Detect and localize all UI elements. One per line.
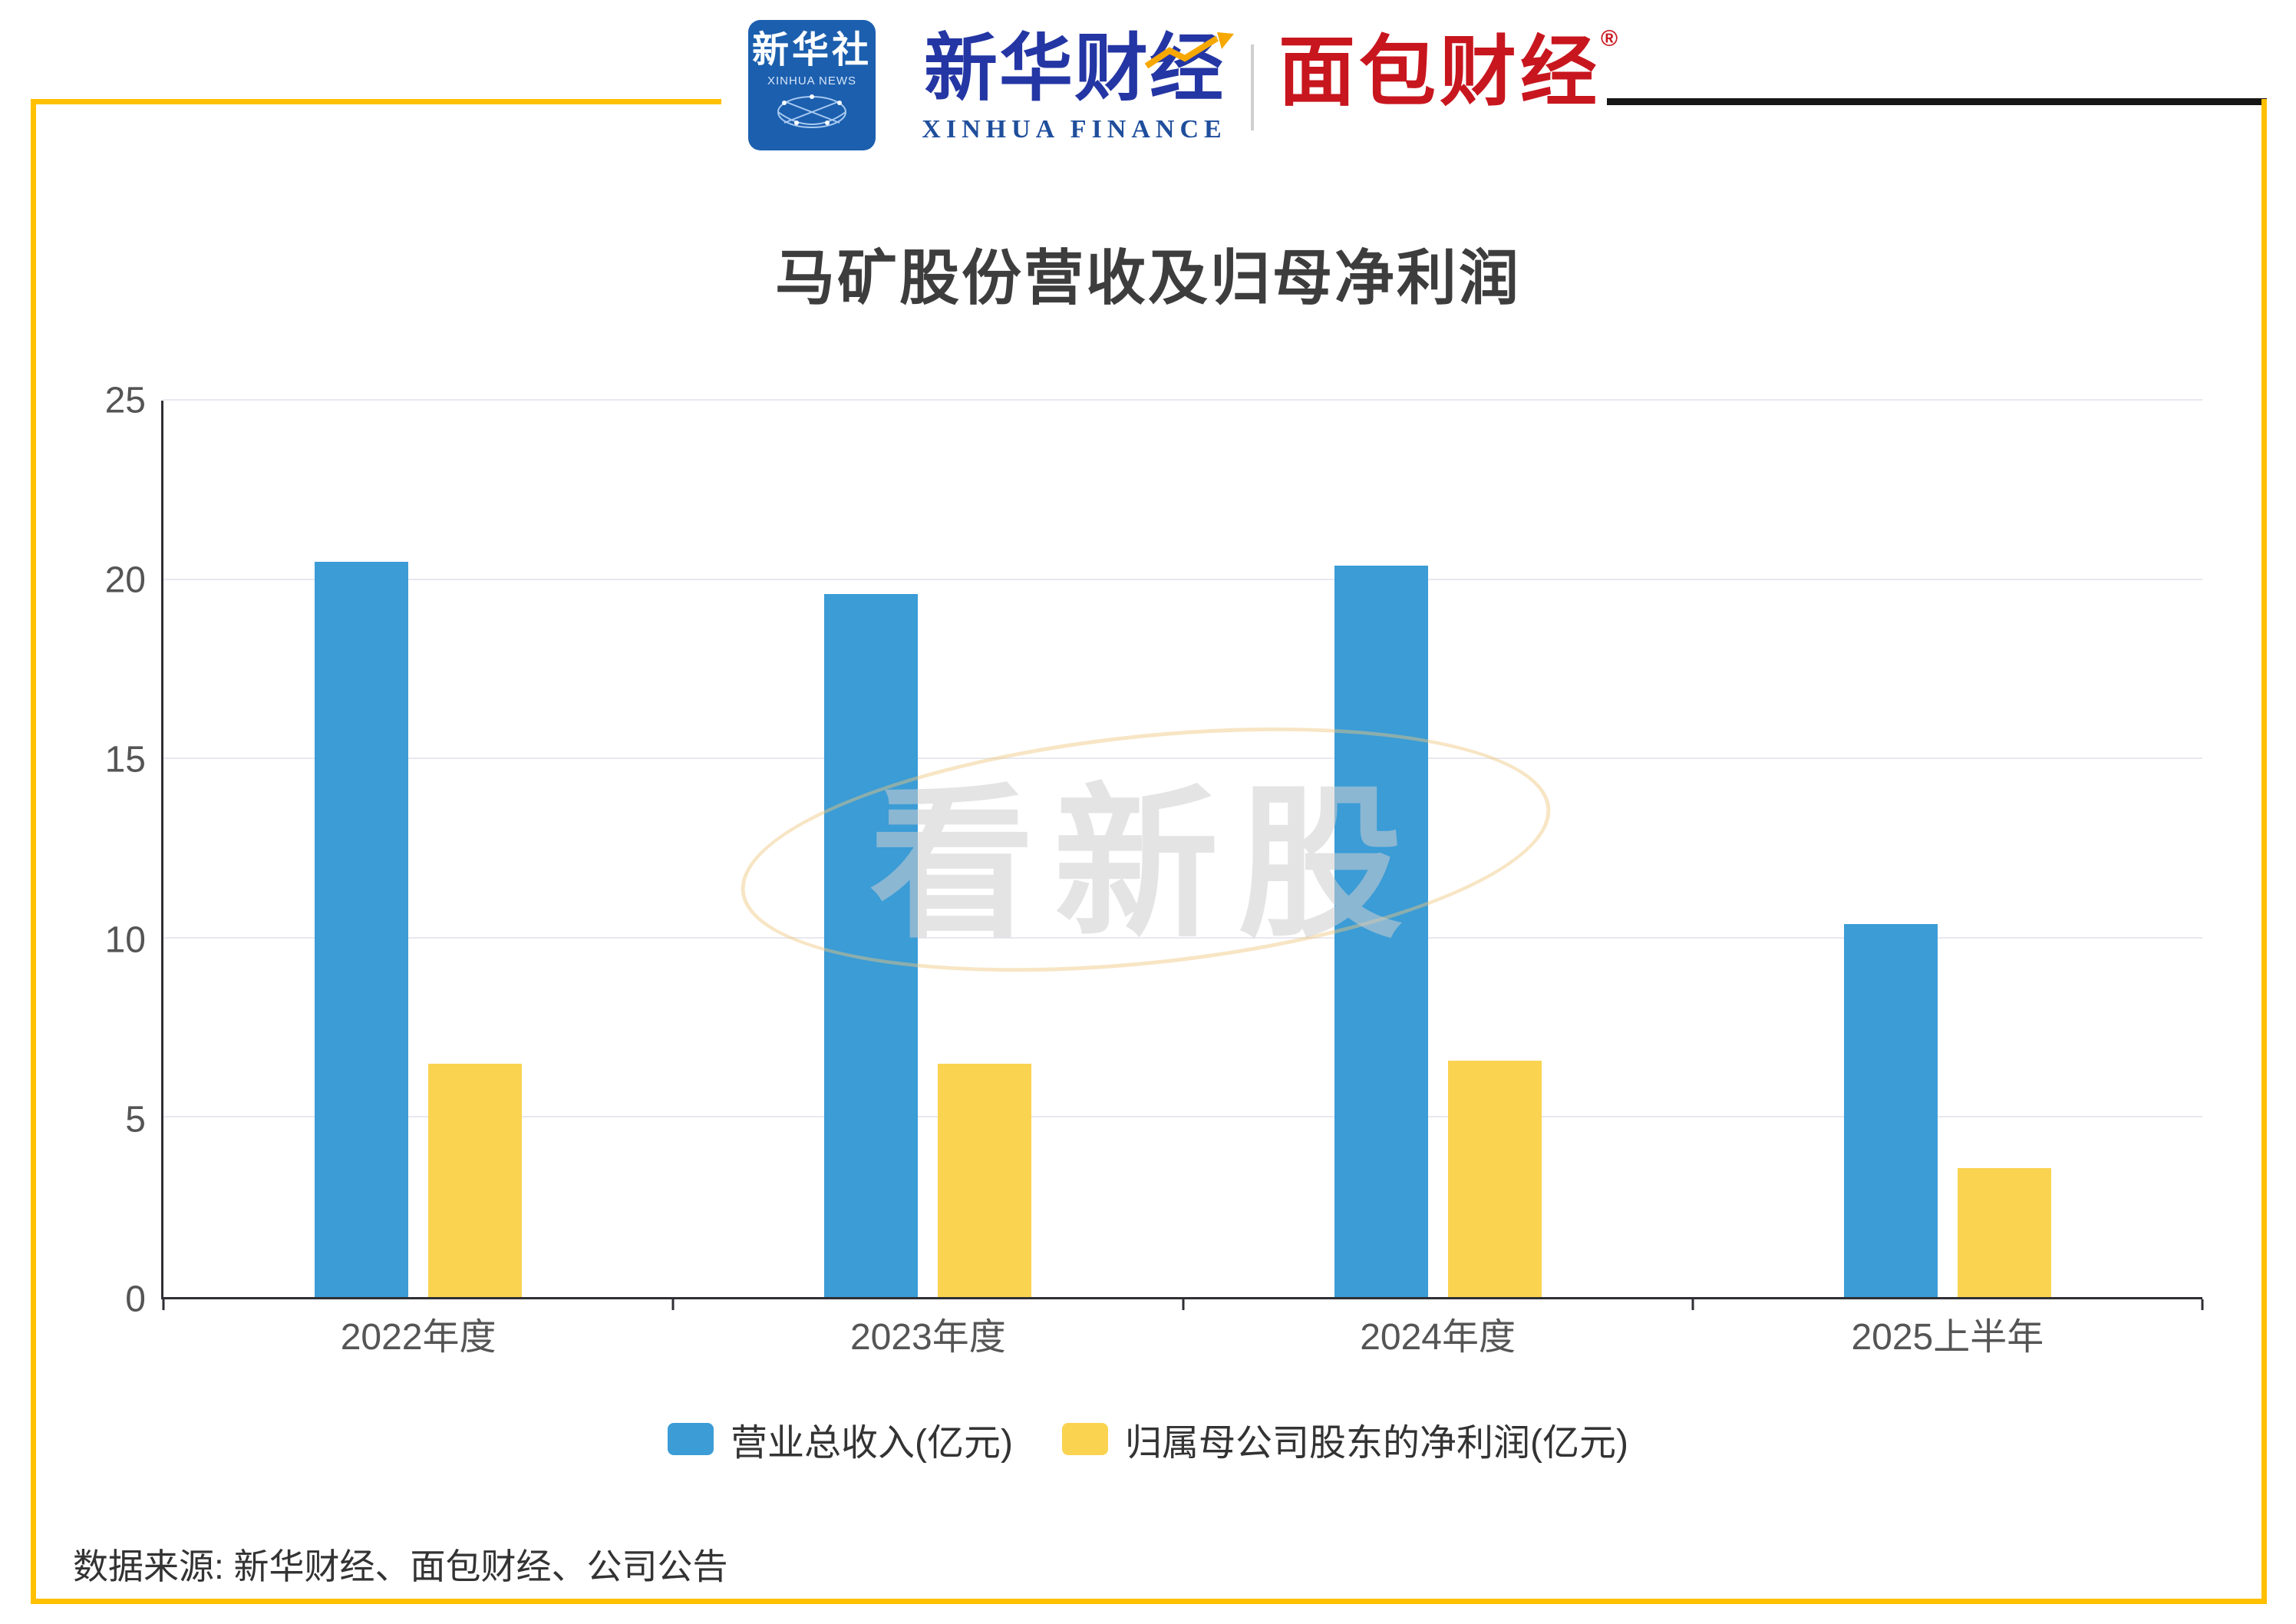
bar: [428, 1064, 523, 1297]
bar-pair: [824, 401, 1032, 1297]
bar-pair: [1334, 401, 1542, 1297]
xinhua-news-logo-en: XINHUA NEWS: [767, 74, 856, 87]
bar: [824, 594, 919, 1297]
gridline: [163, 578, 2202, 580]
axis-tick: [2201, 1299, 2204, 1310]
axis-tick: [1691, 1299, 1694, 1310]
bar-group: 2025上半年: [1693, 401, 2202, 1358]
bar-group: 2023年度: [673, 401, 1183, 1358]
bar-groups: 2022年度 2023年度 2024年度 2025上半年: [163, 401, 2202, 1358]
bar: [1957, 1167, 2051, 1297]
trend-arrow-icon: [1144, 32, 1234, 69]
y-axis-label: 15: [104, 739, 146, 781]
bar: [315, 562, 409, 1297]
bar: [1334, 565, 1428, 1297]
xinhua-finance-logo: 新华财经 XINHUA FINANCE: [906, 32, 1243, 144]
xinhua-news-logo: 新华社 XINHUA NEWS: [748, 20, 876, 150]
xinhua-finance-logo-cn-text: 新华财经: [924, 28, 1225, 110]
legend: 营业总收入(亿元) 归属母公司股东的净利润(亿元): [0, 1412, 2296, 1466]
gridline: [163, 1116, 2202, 1118]
y-axis-label: 5: [125, 1099, 146, 1140]
y-axis-label: 0: [125, 1279, 146, 1320]
legend-swatch: [668, 1423, 714, 1455]
y-axis-label: 25: [104, 380, 146, 421]
bar-pair: [1843, 401, 2051, 1297]
x-axis-label: 2025上半年: [1851, 1317, 2044, 1358]
frame-top-border: [31, 99, 721, 104]
xinhua-news-logo-cn: 新华社: [751, 30, 872, 71]
bar-group: 2024年度: [1183, 401, 1693, 1358]
y-axis-label: 10: [104, 919, 146, 961]
plot-area: 2022年度 2023年度 2024年度 2025上半年 看新股: [161, 399, 2204, 1358]
gridline: [163, 936, 2202, 939]
chart-title: 马矿股份营收及归母净利润: [774, 244, 1521, 312]
axis-tick: [162, 1299, 165, 1310]
header-rule-line: [1607, 98, 2267, 105]
axis-tick: [1182, 1299, 1184, 1310]
legend-item: 归属母公司股东的净利润(亿元): [1062, 1412, 1628, 1466]
header-divider: [1251, 45, 1254, 130]
legend-item: 营业总收入(亿元): [668, 1412, 1013, 1466]
gridline: [163, 758, 2202, 760]
bar: [938, 1064, 1032, 1297]
gridline: [163, 399, 2202, 401]
data-source-text: 数据来源: 新华财经、面包财经、公司公告: [73, 1546, 728, 1586]
x-axis-label: 2023年度: [849, 1317, 1006, 1358]
xinhua-finance-logo-cn: 新华财经: [924, 32, 1234, 106]
legend-label: 营业总收入(亿元): [731, 1423, 1013, 1464]
bar: [1447, 1060, 1542, 1297]
axis-tick: [671, 1299, 675, 1310]
registered-mark: ®: [1601, 26, 1622, 51]
bar-pair: [315, 401, 523, 1297]
y-axis-label: 20: [104, 559, 146, 601]
legend-swatch: [1062, 1423, 1108, 1455]
x-axis-label: 2022年度: [340, 1317, 496, 1358]
bar: [1843, 924, 1938, 1297]
x-axis-label: 2024年度: [1360, 1317, 1516, 1358]
legend-label: 归属母公司股东的净利润(亿元): [1125, 1423, 1628, 1464]
y-axis-labels: 0 5 10 15 20 25: [46, 381, 146, 1320]
globe-network-icon: [777, 94, 846, 128]
xinhua-finance-logo-en: XINHUA FINANCE: [922, 115, 1227, 144]
mianbao-finance-logo-cn: 面包财经: [1278, 29, 1601, 115]
bar-group: 2022年度: [163, 401, 673, 1358]
mianbao-finance-logo: 面包财经®: [1278, 28, 1621, 111]
